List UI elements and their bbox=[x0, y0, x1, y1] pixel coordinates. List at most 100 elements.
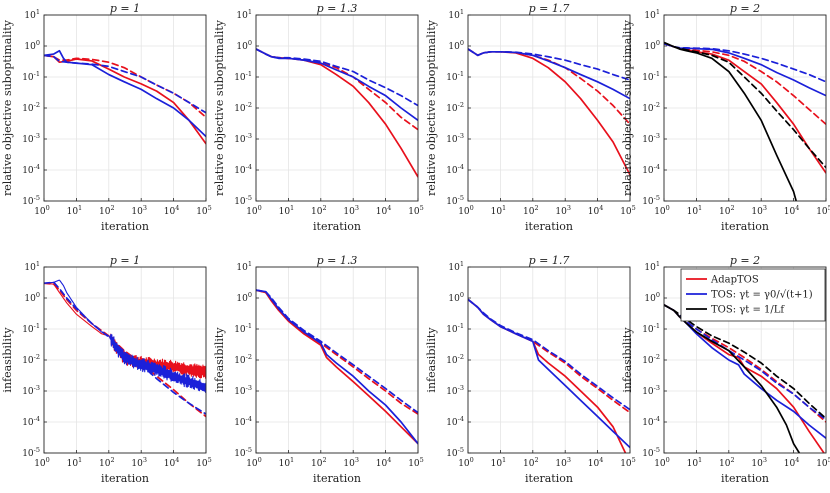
y-tick-label: 10-3 bbox=[446, 132, 464, 145]
chart-title: p = 1.3 bbox=[317, 254, 358, 267]
y-axis-label: infeasibility bbox=[1, 327, 14, 393]
y-tick-label: 101 bbox=[644, 260, 660, 273]
y-tick-label: 101 bbox=[24, 8, 40, 21]
x-tick-label: 100 bbox=[246, 204, 262, 217]
chart-title: p = 2 bbox=[730, 2, 760, 15]
series-line-solid bbox=[468, 298, 630, 449]
y-tick-label: 10-2 bbox=[642, 353, 660, 366]
y-tick-label: 100 bbox=[644, 39, 660, 52]
x-axis-label: iteration bbox=[101, 220, 149, 233]
y-axis-label: relative objective suboptimality bbox=[213, 19, 226, 196]
y-tick-label: 10-1 bbox=[446, 322, 464, 335]
y-tick-label: 10-2 bbox=[446, 101, 464, 114]
y-tick-label: 10-1 bbox=[22, 322, 40, 335]
x-tick-label: 104 bbox=[376, 204, 392, 217]
series-group bbox=[44, 49, 206, 145]
legend: AdapTOS TOS: γt = γ0/√(t+1) TOS: γt = 1/Lf bbox=[680, 268, 826, 322]
chart-title: p = 1 bbox=[110, 254, 140, 267]
legend-box bbox=[680, 268, 826, 322]
y-tick-label: 10-2 bbox=[22, 353, 40, 366]
x-tick-label: 100 bbox=[654, 204, 670, 217]
chart-title: p = 1.7 bbox=[529, 2, 570, 15]
y-tick-label: 10-2 bbox=[22, 101, 40, 114]
x-tick-label: 101 bbox=[491, 204, 507, 217]
y-tick-label: 10-3 bbox=[642, 384, 660, 397]
y-tick-label: 100 bbox=[24, 39, 40, 52]
x-tick-label: 103 bbox=[555, 204, 571, 217]
x-tick-label: 104 bbox=[164, 204, 180, 217]
series-line-dashed bbox=[664, 41, 826, 169]
x-tick-label: 104 bbox=[784, 456, 800, 469]
y-tick-label: 10-1 bbox=[234, 70, 252, 83]
x-axis-label: iteration bbox=[525, 472, 573, 485]
x-tick-label: 102 bbox=[523, 204, 539, 217]
y-tick-label: 101 bbox=[448, 260, 464, 273]
y-tick-label: 10-3 bbox=[22, 384, 40, 397]
y-tick-label: 10-2 bbox=[234, 101, 252, 114]
y-tick-label: 10-4 bbox=[234, 415, 252, 428]
y-tick-label: 10-3 bbox=[234, 384, 252, 397]
chart-title: p = 1.3 bbox=[317, 2, 358, 15]
x-tick-label: 100 bbox=[458, 204, 474, 217]
y-tick-label: 10-2 bbox=[446, 353, 464, 366]
chart-title: p = 2 bbox=[730, 254, 760, 267]
series-line-dashed bbox=[468, 48, 630, 126]
x-tick-label: 102 bbox=[719, 204, 735, 217]
y-tick-label: 10-4 bbox=[642, 163, 660, 176]
chart-panel: 100 101 102 103 104 105 10-5 10-4 10-3 10-2 10-1 10… bbox=[621, 254, 830, 485]
y-tick-label: 10-5 bbox=[642, 446, 660, 459]
x-axis-label: iteration bbox=[525, 220, 573, 233]
y-tick-label: 10-5 bbox=[446, 446, 464, 459]
chart-panel: 100 101 102 103 104 105 10-5 10-4 10-3 10-2 10-1 10… bbox=[1, 2, 212, 233]
x-tick-label: 102 bbox=[719, 456, 735, 469]
y-axis-label: infeasibility bbox=[621, 327, 634, 393]
legend-label: AdapTOS bbox=[710, 275, 759, 286]
y-tick-label: 10-2 bbox=[234, 353, 252, 366]
y-tick-label: 10-3 bbox=[22, 132, 40, 145]
legend-label: TOS: γt = 1/Lf bbox=[711, 305, 785, 316]
series-group bbox=[44, 279, 206, 418]
y-axis-label: infeasibility bbox=[213, 327, 226, 393]
x-tick-label: 105 bbox=[196, 204, 212, 217]
chart-panel: 100 101 102 103 104 105 10-5 10-4 10-3 10-2 10-1 10… bbox=[1, 254, 212, 485]
y-tick-label: 10-5 bbox=[22, 194, 40, 207]
x-axis-label: iteration bbox=[313, 220, 361, 233]
chart-title: p = 1 bbox=[110, 2, 140, 15]
x-tick-label: 101 bbox=[687, 456, 703, 469]
y-tick-label: 10-2 bbox=[642, 101, 660, 114]
x-tick-label: 105 bbox=[196, 456, 212, 469]
series-line-dashed bbox=[256, 289, 418, 414]
y-tick-label: 10-5 bbox=[234, 194, 252, 207]
x-tick-label: 101 bbox=[67, 456, 83, 469]
y-tick-label: 10-5 bbox=[22, 446, 40, 459]
x-tick-label: 102 bbox=[311, 456, 327, 469]
x-tick-label: 102 bbox=[99, 456, 115, 469]
x-tick-label: 104 bbox=[588, 456, 604, 469]
y-axis-label: relative objective suboptimality bbox=[425, 19, 438, 196]
x-tick-label: 103 bbox=[343, 456, 359, 469]
x-tick-label: 101 bbox=[279, 456, 295, 469]
chart-panel: 100 101 102 103 104 105 10-5 10-4 10-3 10-2 10-1 10… bbox=[425, 254, 636, 485]
series-line-solid bbox=[44, 54, 206, 145]
y-tick-label: 100 bbox=[448, 39, 464, 52]
y-tick-label: 10-4 bbox=[446, 415, 464, 428]
y-tick-label: 10-4 bbox=[22, 163, 40, 176]
series-line-dashed bbox=[468, 298, 630, 411]
x-tick-label: 100 bbox=[246, 456, 262, 469]
x-tick-label: 105 bbox=[408, 456, 424, 469]
series-group bbox=[664, 41, 826, 201]
series-line-dashed bbox=[468, 48, 630, 81]
x-tick-label: 101 bbox=[67, 204, 83, 217]
y-tick-label: 10-4 bbox=[642, 415, 660, 428]
y-tick-label: 100 bbox=[236, 39, 252, 52]
x-axis-label: iteration bbox=[721, 472, 769, 485]
x-tick-label: 101 bbox=[687, 204, 703, 217]
x-axis-label: iteration bbox=[721, 220, 769, 233]
y-tick-label: 10-4 bbox=[234, 163, 252, 176]
y-tick-label: 10-4 bbox=[22, 415, 40, 428]
y-tick-label: 101 bbox=[448, 8, 464, 21]
y-tick-label: 101 bbox=[236, 8, 252, 21]
x-axis-label: iteration bbox=[313, 472, 361, 485]
y-tick-label: 10-1 bbox=[234, 322, 252, 335]
